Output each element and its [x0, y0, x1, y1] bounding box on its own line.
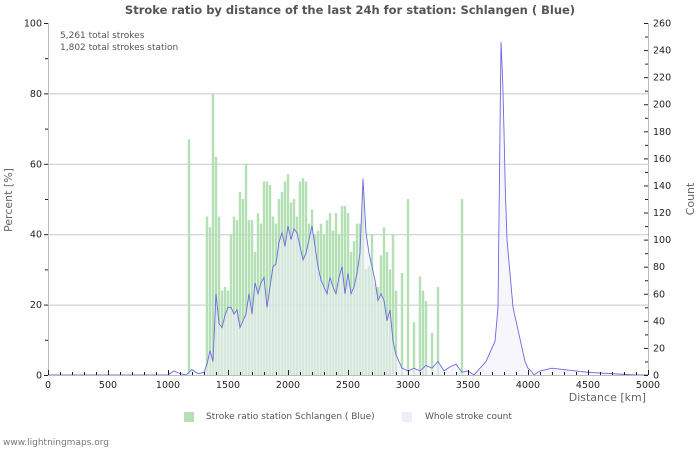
count-line	[48, 41, 648, 376]
total-strokes: 5,261 total strokes	[60, 31, 145, 41]
x-tick-label: 2500	[336, 380, 360, 391]
y-tick-label-right: 240	[653, 46, 671, 57]
ratio-bar	[385, 251, 389, 375]
legend-label-ratio: Stroke ratio station Schlangen ( Blue)	[206, 412, 375, 422]
ratio-bar	[406, 199, 410, 375]
source-link[interactable]: www.lightningmaps.org	[3, 438, 109, 448]
ratio-bar	[391, 234, 395, 375]
ratio-bar	[436, 287, 440, 375]
y-tick-label-left: 80	[30, 89, 42, 100]
ratio-bar	[412, 322, 416, 375]
x-tick-label: 1000	[156, 380, 180, 391]
y-tick-label-left: 40	[30, 230, 42, 241]
ratio-bar	[244, 163, 248, 375]
y-tick-label-right: 160	[653, 154, 671, 165]
total-strokes-station: 1,802 total strokes station	[60, 43, 179, 53]
y-tick-label-right: 140	[653, 181, 671, 192]
count-area	[48, 41, 648, 376]
ratio-bar	[214, 156, 218, 375]
ratio-bar	[232, 216, 236, 375]
ratio-bar	[187, 139, 191, 375]
stroke-totals: 5,261 total strokes 1,802 total strokes …	[60, 30, 178, 54]
ratio-bar	[229, 234, 233, 375]
y-tick-label-left: 60	[30, 159, 42, 170]
axes: 0204060801000204060801001201401601802002…	[24, 19, 671, 392]
x-tick-label: 3000	[396, 380, 420, 391]
x-axis-label: Distance [km]	[569, 391, 646, 404]
y-tick-label-right: 260	[653, 19, 671, 30]
y-tick-label-right: 200	[653, 100, 671, 111]
ratio-bar	[208, 227, 212, 375]
y-tick-label-right: 80	[653, 262, 665, 273]
ratio-bar	[394, 290, 398, 375]
y-tick-label-right: 20	[653, 343, 665, 354]
ratio-bar	[265, 181, 269, 375]
y-axis-left-label: Percent [%]	[2, 168, 15, 232]
count-area-fill	[48, 42, 648, 375]
ratio-bar	[241, 199, 245, 375]
y-tick-label-right: 60	[653, 289, 665, 300]
y-tick-label-right: 0	[653, 371, 659, 382]
ratio-bar	[235, 220, 239, 375]
ratio-bar	[400, 272, 404, 375]
ratio-bar	[421, 290, 425, 375]
x-tick-label: 4500	[576, 380, 600, 391]
ratio-bar	[268, 184, 272, 375]
y-tick-label-right: 220	[653, 73, 671, 84]
ratio-bar	[211, 93, 215, 376]
x-tick-label: 3500	[456, 380, 480, 391]
y-tick-label-left: 20	[30, 300, 42, 311]
y-tick-label-left: 0	[36, 371, 42, 382]
ratio-bar	[217, 216, 221, 375]
legend-swatch-count	[402, 412, 412, 422]
y-tick-label-right: 40	[653, 316, 665, 327]
ratio-bar	[250, 220, 254, 375]
x-tick-label: 0	[45, 380, 51, 391]
legend-label-count: Whole stroke count	[425, 412, 512, 422]
ratio-bar	[424, 301, 428, 375]
ratio-bar	[430, 332, 434, 375]
chart-title: Stroke ratio by distance of the last 24h…	[124, 3, 576, 17]
x-tick-label: 5000	[636, 380, 660, 391]
x-tick-label: 4000	[516, 380, 540, 391]
y-axis-right-label: Count	[684, 182, 697, 215]
y-tick-label-right: 120	[653, 208, 671, 219]
y-tick-label-right: 100	[653, 235, 671, 246]
ratio-bar	[418, 276, 422, 375]
x-tick-label: 500	[99, 380, 117, 391]
ratio-bar	[460, 199, 464, 375]
ratio-bar	[238, 191, 242, 375]
ratio-bar	[205, 216, 209, 375]
y-tick-label-right: 180	[653, 127, 671, 138]
legend-swatch-ratio	[184, 412, 194, 422]
x-tick-label: 2000	[276, 380, 300, 391]
x-tick-label: 1500	[216, 380, 240, 391]
y-tick-label-left: 100	[24, 19, 42, 30]
